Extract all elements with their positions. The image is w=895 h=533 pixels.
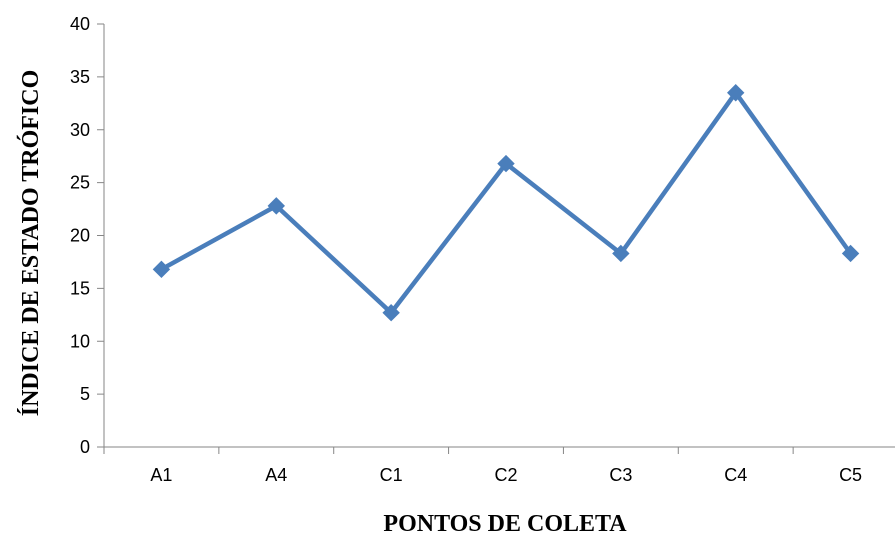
- data-point-marker: [382, 303, 400, 322]
- y-tick-label: 0: [80, 437, 90, 457]
- x-axis: A1 A4 C1 C2 C3 C4 C5: [103, 446, 895, 485]
- x-tick-label: C2: [494, 465, 517, 485]
- y-tick-label: 30: [70, 120, 90, 140]
- y-axis-title: ÍNDICE DE ESTADO TRÓFICO: [17, 70, 44, 417]
- data-point-marker: [727, 84, 745, 102]
- data-point-marker: [152, 260, 171, 279]
- data-point-marker: [612, 244, 630, 263]
- y-tick-label: 10: [70, 331, 90, 351]
- x-tick-label: C4: [724, 465, 747, 485]
- x-tick-label: A1: [150, 465, 172, 485]
- x-axis-title: PONTOS DE COLETA: [383, 511, 627, 533]
- data-point-marker: [497, 154, 515, 173]
- x-tick-label: C1: [380, 465, 403, 485]
- y-tick-label: 15: [70, 278, 90, 298]
- x-tick-label: C5: [839, 465, 862, 485]
- x-tick-label: A4: [265, 465, 287, 485]
- series-group: [152, 84, 860, 322]
- y-tick-label: 20: [70, 226, 90, 246]
- data-point-marker: [841, 244, 860, 263]
- series-line: [159, 90, 853, 315]
- y-tick-label: 5: [80, 384, 90, 404]
- y-tick-label: 40: [70, 14, 90, 34]
- y-tick-label: 25: [70, 173, 90, 193]
- y-axis: 0 5 10 15 20 25 30 35 40: [70, 14, 105, 457]
- data-point-marker: [267, 197, 285, 215]
- x-tick-label: C3: [609, 465, 632, 485]
- y-tick-label: 35: [70, 67, 90, 87]
